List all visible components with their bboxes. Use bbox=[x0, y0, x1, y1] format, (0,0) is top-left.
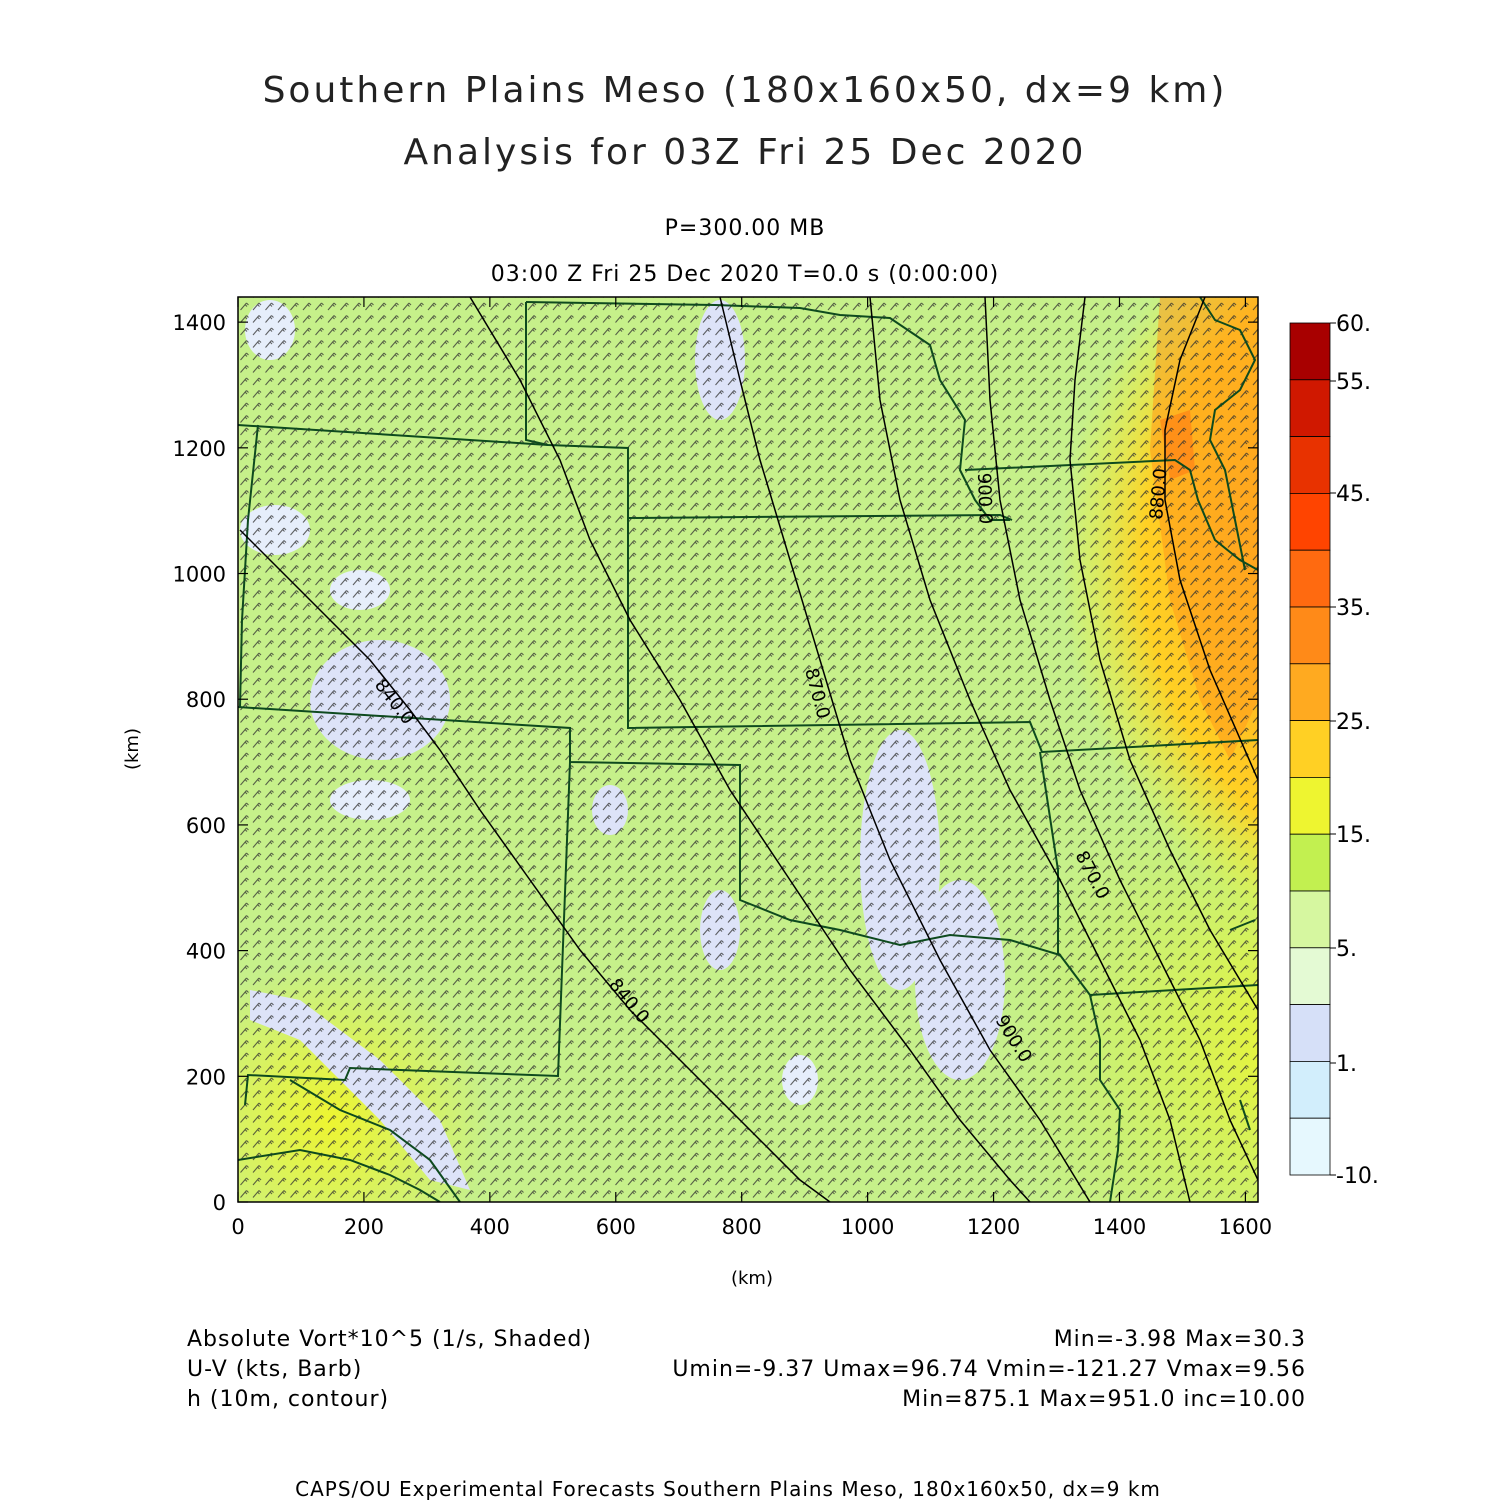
colorbar-label: 35. bbox=[1336, 596, 1371, 621]
colorbar-label: 60. bbox=[1336, 312, 1371, 337]
colorbar-label: 45. bbox=[1336, 482, 1371, 507]
y-tick-label: 800 bbox=[186, 688, 226, 712]
title-line-2: Analysis for 03Z Fri 25 Dec 2020 bbox=[404, 132, 1087, 173]
colorbar-swatch bbox=[1289, 890, 1331, 949]
vorticity-field: 840.0 870.0 900.0 870.0 880.0 900.0 840.… bbox=[238, 297, 1258, 1202]
field-3-stats: Min=875.1 Max=951.0 inc=10.00 bbox=[902, 1387, 1306, 1412]
colorbar-swatch bbox=[1289, 1004, 1331, 1062]
colorbar-swatch bbox=[1289, 663, 1331, 721]
y-tick-label: 1200 bbox=[173, 437, 226, 461]
colorbar-swatch bbox=[1289, 606, 1331, 665]
contour-label: 900.0 bbox=[973, 472, 996, 524]
y-axis-label: (km) bbox=[122, 728, 143, 770]
colorbar-swatch bbox=[1289, 379, 1331, 437]
field-2-name: U-V (kts, Barb) bbox=[187, 1357, 362, 1382]
colorbar-label: -10. bbox=[1336, 1164, 1379, 1189]
colorbar: 60. 55. 45. 35. 25. 15. 5. 1. -10. bbox=[1289, 312, 1379, 1189]
y-tick-label: 600 bbox=[186, 814, 226, 838]
colorbar-swatch bbox=[1289, 833, 1331, 892]
title-line-1: Southern Plains Meso (180x160x50, dx=9 k… bbox=[263, 70, 1228, 111]
x-tick-label: 1400 bbox=[1093, 1215, 1146, 1239]
x-tick-label: 400 bbox=[470, 1215, 510, 1239]
field-1-name: Absolute Vort*10^5 (1/s, Shaded) bbox=[187, 1327, 592, 1352]
colorbar-swatch bbox=[1289, 549, 1331, 608]
height-contours bbox=[239, 297, 1258, 1202]
x-axis: 0 200 400 600 800 1000 1200 1400 1600 bbox=[231, 297, 1272, 1239]
colorbar-swatch bbox=[1289, 777, 1331, 835]
y-axis: 0 200 400 600 800 1000 1200 1400 bbox=[173, 311, 1258, 1215]
field-1-stats: Min=-3.98 Max=30.3 bbox=[1054, 1327, 1306, 1352]
colorbar-swatch bbox=[1289, 1117, 1331, 1176]
x-tick-label: 600 bbox=[596, 1215, 636, 1239]
y-tick-label: 1400 bbox=[173, 311, 226, 335]
colorbar-swatch bbox=[1289, 322, 1331, 381]
x-tick-label: 0 bbox=[231, 1215, 244, 1239]
colorbar-label: 15. bbox=[1336, 823, 1371, 848]
x-tick-label: 1600 bbox=[1219, 1215, 1272, 1239]
field-3-name: h (10m, contour) bbox=[187, 1387, 389, 1412]
x-tick-label: 800 bbox=[722, 1215, 762, 1239]
colorbar-label: 1. bbox=[1336, 1052, 1357, 1077]
colorbar-swatch bbox=[1289, 1061, 1331, 1119]
y-tick-label: 200 bbox=[186, 1065, 226, 1089]
colorbar-swatch bbox=[1289, 720, 1331, 778]
plot-frame bbox=[237, 296, 1259, 1203]
state-boundaries bbox=[238, 297, 1258, 1202]
footer-credit: CAPS/OU Experimental Forecasts Southern … bbox=[295, 1477, 1161, 1500]
colorbar-label: 25. bbox=[1336, 710, 1371, 735]
colorbar-label: 5. bbox=[1336, 937, 1357, 962]
x-tick-label: 200 bbox=[344, 1215, 384, 1239]
colorbar-swatch bbox=[1289, 436, 1331, 494]
y-tick-label: 400 bbox=[186, 940, 226, 964]
colorbar-label: 55. bbox=[1336, 370, 1371, 395]
field-2-stats: Umin=-9.37 Umax=96.74 Vmin=-121.27 Vmax=… bbox=[672, 1357, 1306, 1382]
x-tick-label: 1200 bbox=[967, 1215, 1020, 1239]
colorbar-swatch bbox=[1289, 492, 1331, 551]
contour-label: 880.0 bbox=[1146, 467, 1171, 520]
y-tick-label: 0 bbox=[213, 1191, 226, 1215]
valid-time: 03:00 Z Fri 25 Dec 2020 T=0.0 s (0:00:00… bbox=[491, 262, 999, 287]
colorbar-swatch bbox=[1289, 947, 1331, 1005]
x-tick-label: 1000 bbox=[841, 1215, 894, 1239]
x-axis-label: (km) bbox=[731, 1268, 773, 1289]
pressure-level: P=300.00 MB bbox=[665, 216, 826, 241]
y-tick-label: 1000 bbox=[173, 563, 226, 587]
